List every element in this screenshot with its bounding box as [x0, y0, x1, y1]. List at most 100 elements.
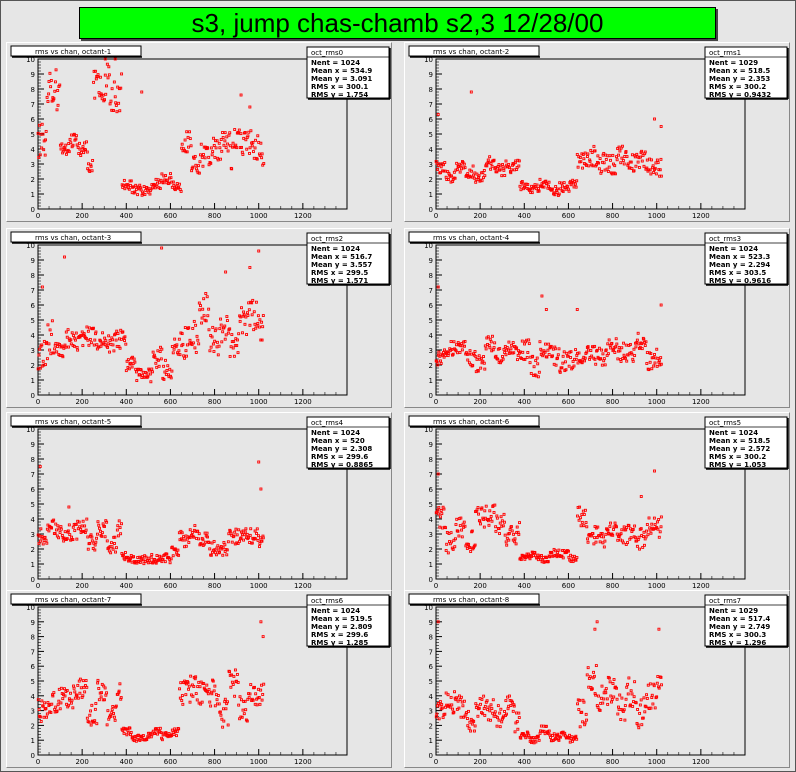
data-point: [169, 176, 173, 180]
data-point: [104, 339, 108, 343]
data-point: [603, 363, 607, 367]
x-tick-label: 1000: [648, 398, 666, 406]
data-point: [593, 536, 596, 540]
data-point: [118, 682, 122, 686]
chart-title-box: [10, 45, 142, 57]
data-point: [202, 297, 206, 301]
y-tick-label: 10: [26, 426, 35, 434]
data-point: [253, 322, 257, 326]
data-point: [181, 702, 185, 706]
data-point: [591, 345, 595, 349]
data-point: [561, 549, 564, 552]
data-point: [498, 168, 502, 172]
data-point: [88, 541, 92, 545]
data-point: [462, 699, 466, 703]
data-point: [147, 735, 151, 739]
stats-line: Mean x = 534.9: [311, 67, 372, 75]
y-tick-label: 0: [31, 576, 35, 584]
data-point: [594, 693, 598, 697]
data-point: [245, 147, 249, 151]
data-point: [93, 543, 97, 547]
data-point: [655, 364, 659, 368]
data-point: [129, 556, 132, 560]
y-tick-label: 7: [429, 287, 433, 295]
y-tick-label: 0: [31, 392, 35, 400]
data-point: [521, 182, 525, 186]
data-point: [66, 328, 70, 332]
data-point: [453, 537, 457, 541]
data-point: [624, 343, 628, 347]
data-point: [52, 97, 56, 101]
data-point: [634, 536, 637, 540]
data-point: [37, 155, 41, 159]
data-point: [630, 692, 634, 696]
data-point: [592, 670, 596, 674]
y-tick-label: 1: [429, 737, 433, 745]
data-point: [594, 664, 598, 668]
data-point: [114, 704, 118, 708]
data-point: [258, 702, 262, 706]
data-point: [595, 348, 599, 352]
chart-title: rms vs chan, octant-1: [35, 48, 111, 56]
data-point: [107, 65, 111, 69]
data-point: [67, 345, 71, 349]
data-point: [652, 364, 656, 368]
data-point: [492, 346, 496, 350]
data-point: [200, 700, 204, 704]
data-point: [103, 73, 107, 77]
chart-title: rms vs chan, octant-2: [433, 48, 509, 56]
data-point: [510, 343, 514, 347]
data-point: [645, 529, 648, 533]
data-point: [66, 529, 70, 533]
data-point: [228, 670, 232, 674]
data-point: [111, 338, 114, 342]
data-point: [37, 708, 41, 712]
data-point: [581, 720, 585, 724]
data-point: [450, 540, 453, 544]
data-point: [48, 328, 52, 332]
data-point: [181, 342, 185, 346]
data-point: [659, 303, 663, 307]
stats-line: Mean x = 519.5: [311, 615, 372, 623]
data-point: [545, 556, 548, 560]
data-point: [475, 357, 479, 361]
data-point: [81, 344, 85, 348]
data-point: [207, 307, 211, 311]
data-point: [650, 693, 654, 697]
data-point: [609, 158, 612, 162]
data-point: [121, 330, 125, 334]
data-point: [578, 156, 582, 159]
data-point: [221, 546, 225, 550]
data-point: [510, 700, 514, 704]
data-point: [48, 71, 52, 75]
data-point: [198, 308, 202, 312]
data-point: [260, 156, 264, 160]
data-point: [597, 167, 601, 171]
data-point: [544, 342, 547, 346]
data-point: [602, 151, 606, 155]
stats-name: oct_rms6: [311, 597, 344, 605]
y-tick-label: 4: [31, 146, 36, 154]
data-point: [570, 181, 574, 185]
data-point: [140, 90, 144, 94]
data-point: [537, 738, 541, 742]
data-point: [197, 301, 201, 305]
data-point: [197, 164, 200, 168]
data-point: [655, 347, 659, 351]
data-point: [640, 342, 644, 346]
data-point: [578, 505, 582, 509]
data-point: [178, 353, 182, 357]
data-point: [114, 103, 118, 107]
data-point: [128, 726, 132, 730]
data-point: [544, 179, 548, 183]
data-point: [594, 540, 598, 544]
data-point: [469, 175, 473, 179]
data-point: [555, 191, 559, 194]
y-tick-label: 4: [31, 693, 36, 701]
data-point: [225, 553, 229, 557]
data-point: [599, 357, 603, 361]
data-point: [203, 156, 207, 160]
data-point: [41, 704, 45, 708]
data-point: [497, 527, 501, 530]
